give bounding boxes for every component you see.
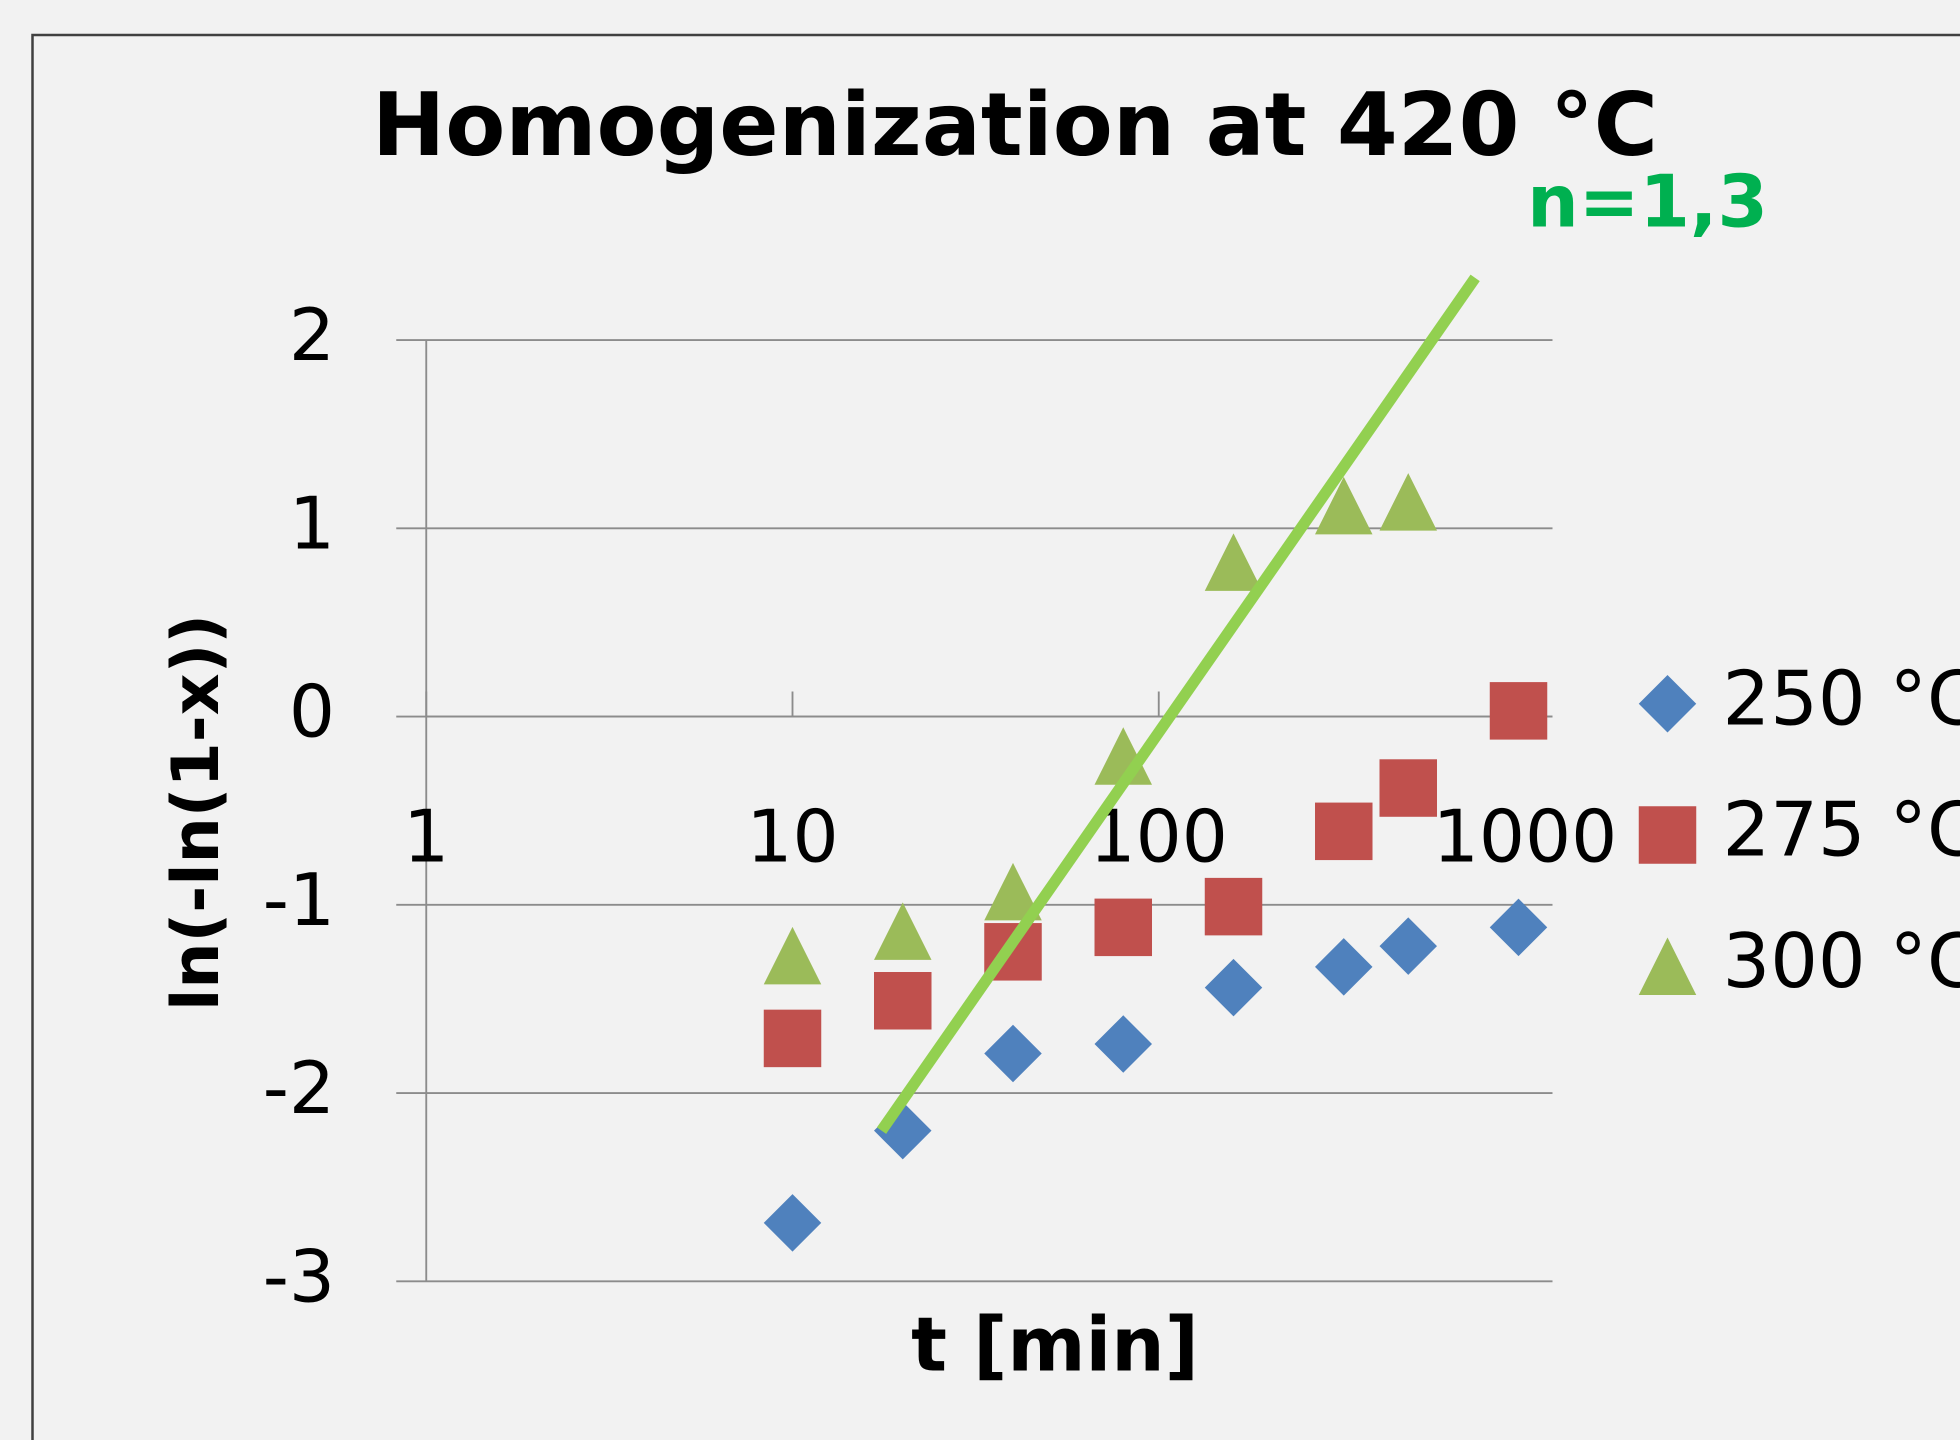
data-point xyxy=(1379,473,1438,531)
data-point xyxy=(984,862,1042,921)
data-point xyxy=(1204,877,1263,936)
chart-title: Homogenization at 420 °C xyxy=(372,74,1658,176)
y-axis-label: ln(-ln(1-x)) xyxy=(159,614,234,1011)
x-tick-label: 100 xyxy=(1090,796,1228,880)
data-point xyxy=(874,972,932,1030)
data-point xyxy=(1094,1015,1153,1073)
data-point xyxy=(1315,476,1373,535)
data-point xyxy=(874,902,932,960)
data-point xyxy=(1204,958,1263,1017)
legend-label: 300 °C xyxy=(1723,917,1960,1005)
y-tick-label: -3 xyxy=(263,1235,335,1319)
data-point xyxy=(763,1194,822,1252)
data-point xyxy=(1094,898,1153,957)
data-point xyxy=(1489,682,1548,740)
chart-frame xyxy=(31,33,1960,1440)
legend-marker xyxy=(1638,675,1697,733)
data-point xyxy=(763,926,822,985)
y-tick-label: 0 xyxy=(289,671,335,755)
y-tick-label: 1 xyxy=(289,482,335,566)
data-point xyxy=(763,1009,822,1068)
y-tick-label: -1 xyxy=(263,859,335,943)
fit-line xyxy=(876,274,1480,1134)
legend-label: 250 °C xyxy=(1723,654,1960,742)
x-tick-label: 1000 xyxy=(1433,796,1618,880)
x-tick-label: 10 xyxy=(746,796,838,880)
legend-marker xyxy=(1638,806,1697,864)
y-tick-label: 2 xyxy=(289,294,335,378)
fit-annotation: n=1,3 xyxy=(1527,160,1768,244)
legend-marker xyxy=(1638,937,1697,995)
data-point xyxy=(1379,759,1438,817)
y-tick-label: -2 xyxy=(263,1047,335,1131)
data-point xyxy=(1315,938,1373,996)
data-point xyxy=(1489,898,1548,957)
data-point xyxy=(1204,533,1263,591)
legend-label: 275 °C xyxy=(1723,786,1960,874)
x-tick-label: 1 xyxy=(403,796,449,880)
x-axis-label: t [min] xyxy=(911,1301,1199,1389)
data-point xyxy=(1315,802,1373,861)
data-point xyxy=(1379,917,1438,975)
data-point xyxy=(984,1024,1042,1083)
